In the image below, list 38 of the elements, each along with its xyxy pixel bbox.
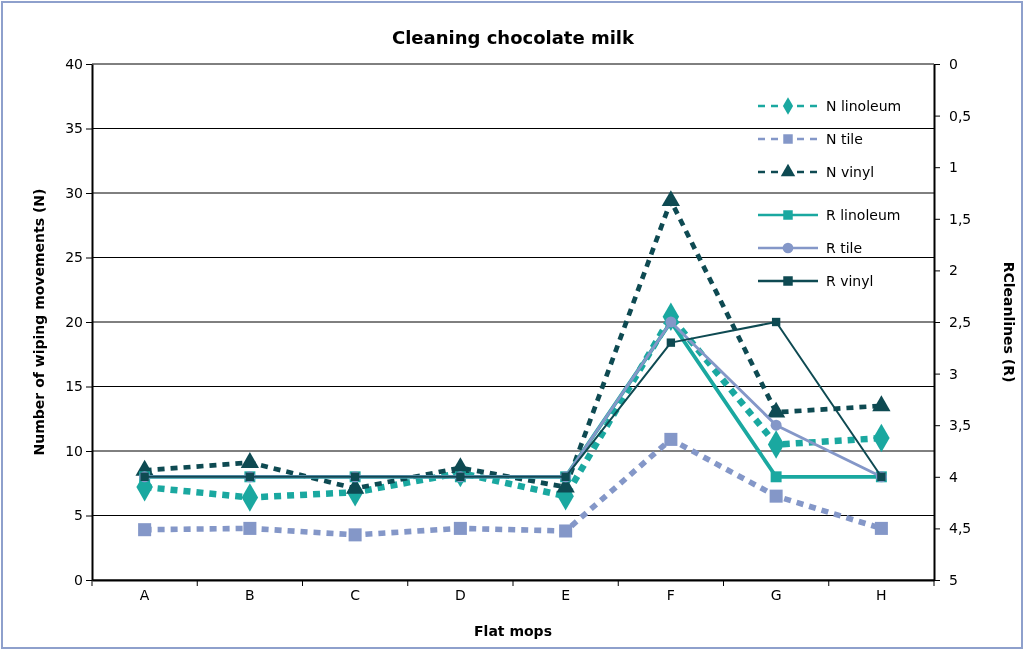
y2-tick-label: 3,5 xyxy=(949,417,972,434)
legend-label: N vinyl xyxy=(826,164,875,180)
x-tick-label: B xyxy=(245,586,255,603)
x-tick-label: D xyxy=(454,586,466,603)
x-tick-label: G xyxy=(770,586,782,603)
x-tick-label: H xyxy=(876,586,887,603)
y2-tick-label: 1 xyxy=(949,159,958,176)
y2-tick-label: 5 xyxy=(949,571,958,588)
y-tick-label: 5 xyxy=(74,507,83,524)
chart-title: Cleaning chocolate milk xyxy=(391,27,636,48)
legend-label: R tile xyxy=(826,240,863,256)
x-tick-label: E xyxy=(561,586,571,603)
legend-label: R vinyl xyxy=(826,273,874,289)
x-axis-title: Flat mops xyxy=(474,623,552,639)
y-tick-label: 0 xyxy=(74,571,83,588)
legend-label: N linoleum xyxy=(826,98,902,114)
legend-label: N tile xyxy=(826,131,863,147)
legend-label: R linoleum xyxy=(826,207,901,223)
y-tick-label: 25 xyxy=(65,249,83,266)
y-tick-label: 40 xyxy=(65,55,83,72)
y-tick-label: 30 xyxy=(65,184,83,201)
y-tick-label: 20 xyxy=(65,313,83,330)
y2-tick-label: 1,5 xyxy=(949,210,972,227)
x-tick-label: C xyxy=(350,586,361,603)
y2-tick-label: 2,5 xyxy=(949,313,972,330)
y-tick-label: 35 xyxy=(65,120,83,137)
y-axis-title: Number of wiping movements (N) xyxy=(31,188,47,456)
y-tick-label: 10 xyxy=(65,442,83,459)
y2-tick-label: 2 xyxy=(949,262,958,279)
x-tick-label: A xyxy=(139,586,150,603)
y2-tick-label: 0,5 xyxy=(949,107,972,124)
y2-tick-label: 0 xyxy=(949,55,958,72)
x-tick-label: F xyxy=(666,586,675,603)
y-tick-label: 15 xyxy=(65,378,83,395)
y2-tick-label: 4,5 xyxy=(949,520,972,537)
y2-tick-label: 4 xyxy=(949,468,958,485)
y2-tick-label: 3 xyxy=(949,365,958,382)
y2-axis-title: RCleanlines (R) xyxy=(1001,261,1017,383)
